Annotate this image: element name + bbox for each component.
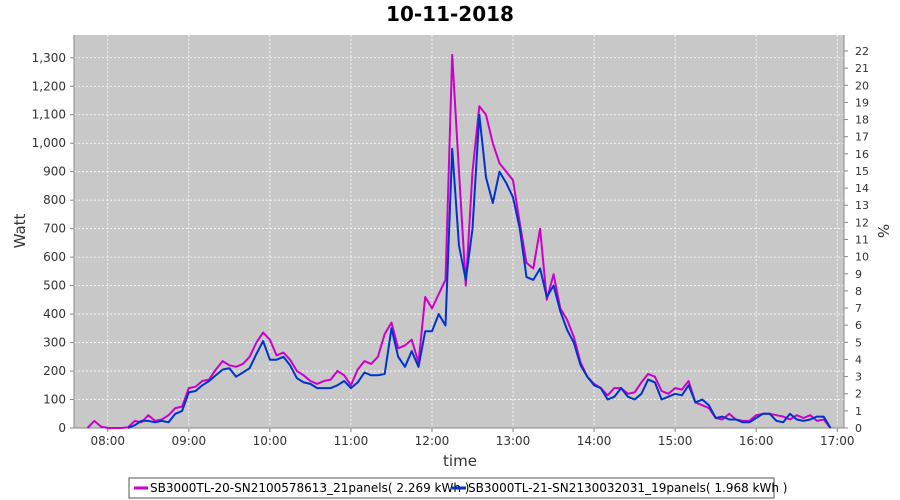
y2-tick-label-10: 10 (855, 251, 869, 264)
y-tick-label-9: 900 (43, 165, 66, 179)
y-tick-label-7: 700 (43, 222, 66, 236)
y2-tick-label-0: 0 (855, 422, 862, 435)
y2-axis-label: % (874, 224, 892, 238)
x-tick-label-2: 10:00 (253, 434, 288, 448)
y-tick-label-11: 1,100 (32, 108, 66, 122)
y-tick-label-10: 1,000 (32, 136, 66, 150)
y2-tick-label-7: 7 (855, 302, 862, 315)
y2-tick-label-14: 14 (855, 182, 869, 195)
x-tick-label-9: 17:00 (820, 434, 855, 448)
y2-tick-label-8: 8 (855, 285, 862, 298)
y2-tick-label-6: 6 (855, 319, 862, 332)
y2-tick-label-12: 12 (855, 216, 869, 229)
x-tick-label-3: 11:00 (334, 434, 369, 448)
legend-label-2: SB3000TL-21-SN2130032031_19panels( 1.968… (468, 481, 787, 495)
y2-tick-label-13: 13 (855, 199, 869, 212)
series-line-2 (127, 113, 832, 429)
y2-tick-label-4: 4 (855, 353, 862, 366)
y2-tick-label-18: 18 (855, 114, 869, 127)
y2-tick-label-17: 17 (855, 131, 869, 144)
y2-tick-label-15: 15 (855, 165, 869, 178)
y-tick-label-4: 400 (43, 307, 66, 321)
y2-tick-label-21: 21 (855, 62, 869, 75)
y-axis: 0 100 200 300 400 500 600 700 800 900 1,000 1,100 1,… (32, 35, 75, 435)
y2-tick-label-16: 16 (855, 148, 869, 161)
y-tick-label-3: 300 (43, 336, 66, 350)
y-tick-label-1: 100 (43, 393, 66, 407)
legend: SB3000TL-20-SN2100578613_21panels( 2.269… (128, 477, 787, 499)
y2-tick-label-11: 11 (855, 234, 869, 247)
y-tick-label-8: 800 (43, 193, 66, 207)
y2-tick-label-22: 22 (855, 45, 869, 58)
x-axis-label: time (443, 452, 477, 470)
x-tick-label-5: 13:00 (496, 434, 531, 448)
series-line-1 (86, 53, 832, 429)
y2-tick-label-19: 19 (855, 96, 869, 109)
y-tick-label-12: 1,200 (32, 79, 66, 93)
series-group (86, 53, 832, 429)
y-tick-label-6: 600 (43, 250, 66, 264)
x-tick-label-8: 16:00 (739, 434, 774, 448)
y-tick-label-13: 1,300 (32, 51, 66, 65)
legend-box (128, 477, 775, 499)
x-tick-label-4: 12:00 (415, 434, 450, 448)
y2-tick-label-3: 3 (855, 371, 862, 384)
y-tick-label-0: 0 (58, 421, 66, 435)
y2-tick-label-20: 20 (855, 79, 869, 92)
x-tick-label-6: 14:00 (577, 434, 612, 448)
y-axis-label: Watt (11, 213, 29, 248)
x-tick-label-1: 09:00 (172, 434, 207, 448)
y2-tick-label-5: 5 (855, 336, 862, 349)
y-tick-label-5: 500 (43, 279, 66, 293)
y-tick-label-2: 200 (43, 364, 66, 378)
y2-tick-label-9: 9 (855, 268, 862, 281)
legend-label-1: SB3000TL-20-SN2100578613_21panels( 2.269… (150, 481, 469, 495)
x-axis: 08:00 09:00 10:00 11:00 12:00 13:00 14:00 15:00… (74, 427, 855, 448)
x-tick-label-7: 15:00 (658, 434, 693, 448)
x-tick-label-0: 08:00 (90, 434, 125, 448)
chart-title: 10-11-2018 (386, 2, 514, 26)
y2-tick-label-1: 1 (855, 405, 862, 418)
y2-tick-label-2: 2 (855, 388, 862, 401)
